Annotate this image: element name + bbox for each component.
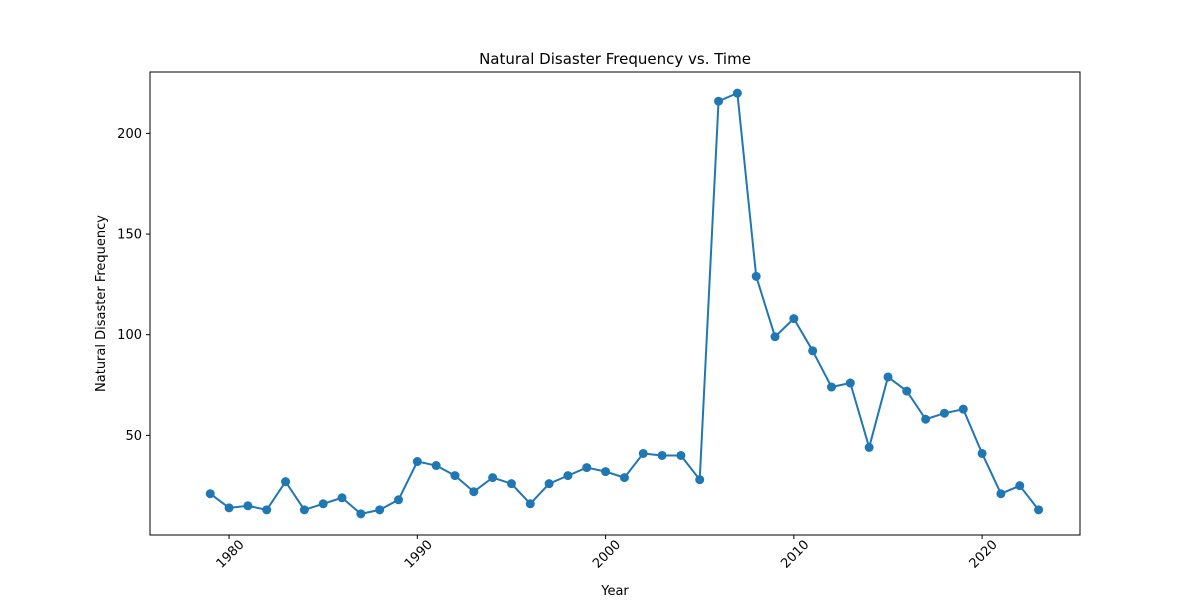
data-point [958, 404, 968, 414]
y-tick-label: 200 [117, 127, 142, 142]
data-point [695, 475, 705, 485]
data-point [469, 487, 479, 497]
x-tick-label: 2010 [778, 538, 812, 572]
data-point [318, 499, 328, 509]
data-point [864, 442, 874, 452]
x-tick-label: 1980 [214, 538, 248, 572]
data-point [845, 378, 855, 388]
data-point [356, 509, 366, 519]
plot-area [205, 88, 1044, 519]
axes-frame [149, 71, 1081, 536]
y-tick-label: 100 [117, 328, 142, 343]
data-point [714, 96, 724, 106]
x-tick-label: 1990 [402, 538, 436, 572]
y-axis: 50 100 150 200 [117, 127, 150, 444]
data-point [1015, 481, 1025, 491]
y-axis-label: Natural Disaster Frequency [94, 215, 109, 392]
data-point [770, 332, 780, 342]
data-point [939, 408, 949, 418]
data-point [732, 88, 742, 98]
data-point [789, 314, 799, 324]
data-point [1034, 505, 1044, 515]
data-point [224, 503, 234, 513]
data-point [638, 448, 648, 458]
chart-title: Natural Disaster Frequency vs. Time [479, 50, 751, 68]
data-point [337, 493, 347, 503]
data-point [808, 346, 818, 356]
data-point [657, 450, 667, 460]
data-point [826, 382, 836, 392]
data-point [601, 467, 611, 477]
data-point [412, 457, 422, 467]
data-point [450, 471, 460, 481]
data-point [394, 495, 404, 505]
series-line [209, 92, 1040, 515]
data-point [375, 505, 385, 515]
data-point [431, 461, 441, 471]
x-axis-label: Year [600, 584, 629, 599]
data-point [488, 473, 498, 483]
y-tick-label: 50 [125, 429, 142, 444]
data-point [582, 463, 592, 473]
data-point [902, 386, 912, 396]
data-point [977, 448, 987, 458]
data-point [619, 473, 629, 483]
data-point [676, 450, 686, 460]
x-axis: 1980 1990 2000 2010 2020 [214, 535, 1001, 572]
data-point [921, 414, 931, 424]
data-point [506, 479, 516, 489]
data-point [996, 489, 1006, 499]
data-point [243, 501, 253, 511]
data-point [544, 479, 554, 489]
data-point [299, 505, 309, 515]
data-point [262, 505, 272, 515]
data-point [563, 471, 573, 481]
y-tick-label: 150 [117, 228, 142, 243]
data-point [883, 372, 893, 382]
x-tick-label: 2000 [590, 538, 624, 572]
data-point [205, 489, 215, 499]
x-tick-label: 2020 [967, 538, 1001, 572]
data-point [281, 477, 291, 487]
data-point [525, 499, 535, 509]
data-point [751, 271, 761, 281]
